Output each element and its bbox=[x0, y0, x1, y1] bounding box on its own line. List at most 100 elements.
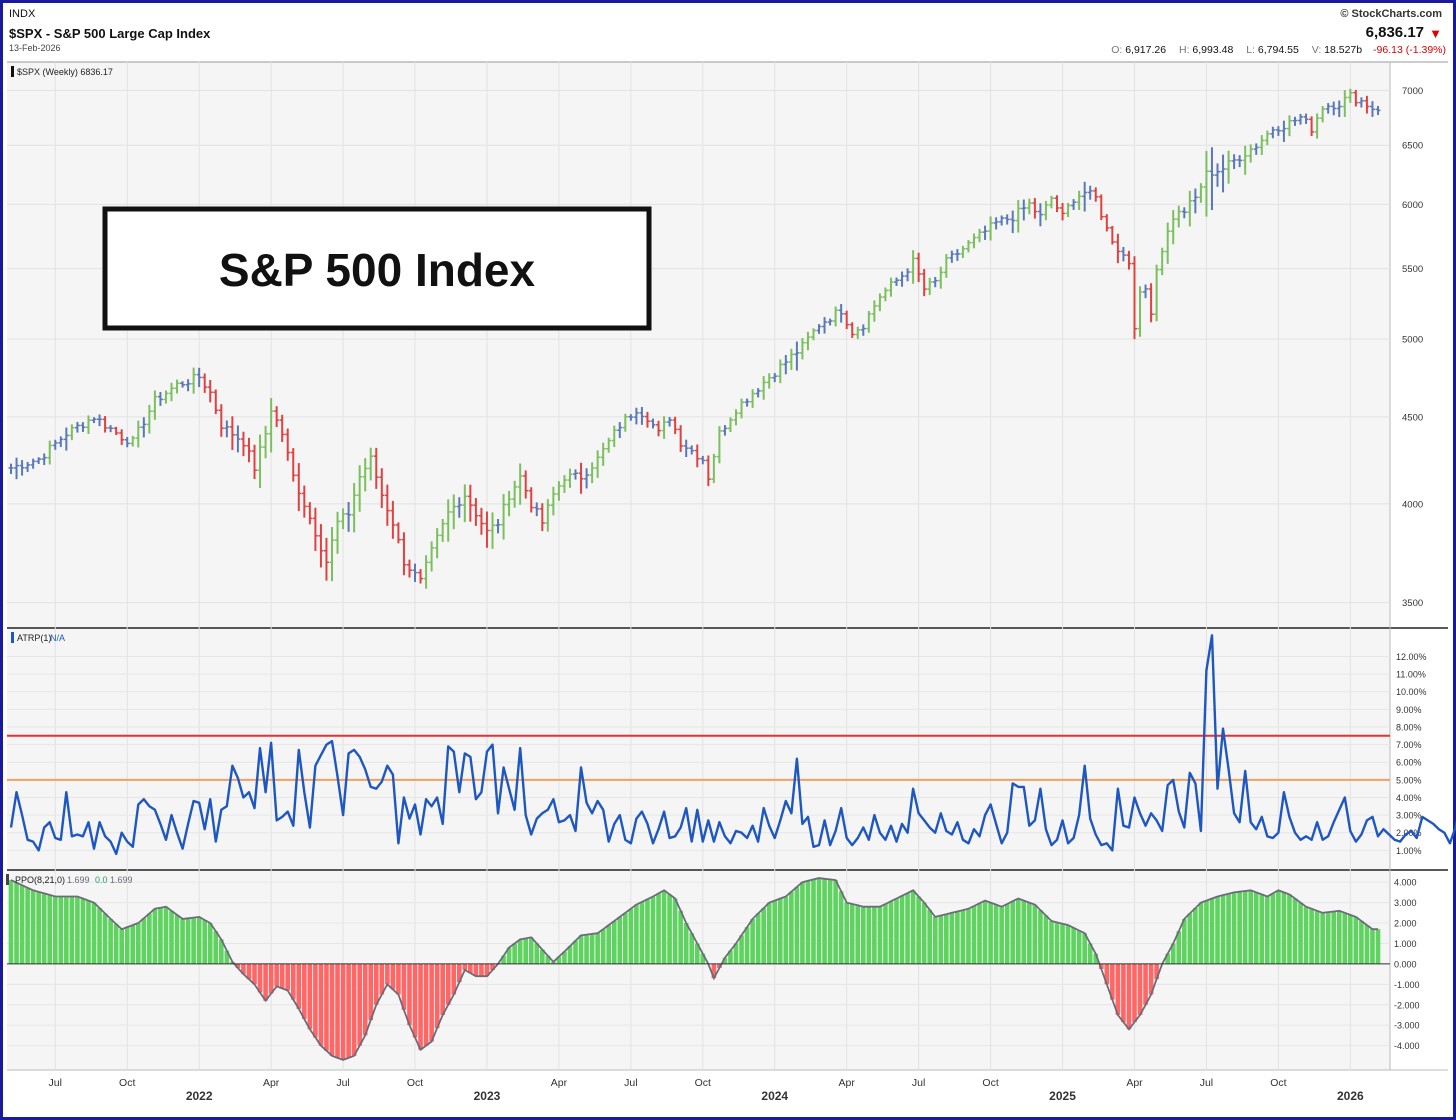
ohlc-bar bbox=[135, 420, 141, 448]
down-arrow-icon: ▼ bbox=[1429, 26, 1442, 41]
ohlc-bar bbox=[335, 511, 341, 554]
ohlc-bar bbox=[1309, 116, 1315, 137]
atrp-series-line bbox=[9, 634, 1456, 856]
ohlc-bar bbox=[489, 512, 495, 549]
ohlc-bar bbox=[1298, 113, 1304, 125]
ohlc-bar bbox=[512, 480, 518, 508]
ohlc-bar bbox=[1281, 120, 1287, 142]
ohlc-bar bbox=[1131, 256, 1137, 340]
ohlc-bar bbox=[484, 511, 490, 548]
ohlc-bar bbox=[1048, 195, 1054, 209]
ohlc-bar bbox=[894, 277, 900, 286]
ohlc-bar bbox=[445, 499, 451, 542]
ohlc-bar bbox=[700, 455, 706, 465]
ohlc-bar bbox=[1148, 283, 1154, 323]
ohlc-bar bbox=[1015, 199, 1021, 233]
ohlc-bar bbox=[235, 425, 241, 453]
ohlc-bar bbox=[550, 486, 556, 516]
ohlc-bar bbox=[1248, 144, 1254, 163]
legend-swatch bbox=[11, 632, 14, 643]
ohlc-readout: O: 6,917.26 H: 6,993.48 L: 6,794.55 V: 1… bbox=[1101, 44, 1446, 56]
price-axis-label: 6000 bbox=[1402, 200, 1423, 211]
ohlc-bar bbox=[296, 463, 302, 511]
ohlc-bar bbox=[1198, 183, 1204, 203]
ohlc-bar bbox=[960, 245, 966, 259]
ohlc-bar bbox=[849, 322, 855, 338]
x-tick-label: Oct bbox=[982, 1077, 998, 1089]
ohlc-bar bbox=[539, 503, 545, 532]
ohlc-bar bbox=[561, 475, 567, 493]
ohlc-bar bbox=[639, 406, 645, 425]
ohlc-bar bbox=[495, 519, 501, 534]
atrp-axis-label: 3.00% bbox=[1396, 811, 1422, 821]
ohlc-bar bbox=[163, 390, 169, 404]
ohlc-bar bbox=[390, 500, 396, 539]
ohlc-bar bbox=[1192, 188, 1198, 214]
ohlc-bar bbox=[1342, 90, 1348, 117]
ohlc-bar bbox=[252, 444, 258, 480]
ohlc-bar bbox=[506, 490, 512, 517]
ohlc-bar bbox=[185, 379, 191, 392]
ohlc-bar bbox=[528, 487, 534, 513]
last-price: 6,836.17 bbox=[1365, 24, 1424, 41]
ohlc-bar bbox=[794, 341, 800, 371]
ohlc-bar bbox=[1292, 116, 1298, 126]
ohlc-bar bbox=[1165, 222, 1171, 264]
ohlc-bar bbox=[766, 373, 772, 389]
ohlc-bar bbox=[285, 428, 291, 461]
ohlc-bar bbox=[1220, 154, 1226, 193]
ohlc-bar bbox=[788, 348, 794, 371]
ohlc-bar bbox=[860, 324, 866, 336]
stockcharts-logo[interactable]: © StockCharts.com bbox=[1340, 8, 1442, 20]
ohlc-bar bbox=[351, 483, 357, 533]
ohlc-bar bbox=[661, 416, 667, 439]
ohlc-bar bbox=[434, 528, 440, 559]
ohlc-bar bbox=[274, 406, 280, 428]
price-axis-label: 7000 bbox=[1402, 86, 1423, 97]
ohlc-bar bbox=[224, 420, 230, 438]
ohlc-bar bbox=[877, 293, 883, 312]
ohlc-bar bbox=[174, 379, 180, 394]
ohlc-bar bbox=[1104, 214, 1110, 232]
ohlc-bar bbox=[971, 233, 977, 249]
x-tick-label: Jul bbox=[624, 1077, 637, 1089]
ohlc-bar bbox=[1275, 126, 1281, 136]
ohlc-bar bbox=[362, 458, 368, 492]
ohlc-bar bbox=[406, 559, 412, 578]
x-tick-label: Apr bbox=[551, 1077, 568, 1089]
atrp-axis-label: 1.00% bbox=[1396, 846, 1422, 856]
ohlc-bar bbox=[683, 439, 689, 458]
ohlc-bar bbox=[805, 331, 811, 351]
ohlc-bar bbox=[373, 447, 379, 489]
ohlc-bar bbox=[977, 228, 983, 243]
ohlc-bar bbox=[644, 411, 650, 428]
ohlc-bar bbox=[1154, 264, 1160, 322]
atrp-axis-label: 7.00% bbox=[1396, 740, 1422, 750]
ohlc-bar bbox=[1231, 154, 1237, 169]
ohlc-bar bbox=[8, 463, 14, 474]
ohlc-bar bbox=[423, 555, 429, 589]
ohlc-bar bbox=[25, 461, 31, 472]
ppo-axis-label: 4.000 bbox=[1394, 878, 1417, 888]
panel-background-2 bbox=[7, 628, 1390, 870]
x-tick-label: Apr bbox=[1126, 1077, 1143, 1089]
ohlc-bar bbox=[589, 462, 595, 484]
ohlc-bar bbox=[866, 311, 872, 333]
ohlc-bar bbox=[606, 437, 612, 453]
ohlc-bar bbox=[368, 447, 374, 481]
ohlc-bar bbox=[755, 388, 761, 398]
ppo-axis-label: 0.000 bbox=[1394, 959, 1417, 969]
ohlc-bar bbox=[1109, 226, 1115, 245]
ohlc-bar bbox=[113, 426, 119, 436]
ppo-axis-label: -4.000 bbox=[1394, 1041, 1420, 1051]
ppo-legend-value: 1.699 bbox=[110, 875, 133, 885]
ohlc-bar bbox=[440, 519, 446, 542]
ohlc-bar bbox=[1264, 130, 1270, 146]
ohlc-bar bbox=[855, 326, 861, 339]
ohlc-bar bbox=[650, 418, 656, 429]
ohlc-bar bbox=[733, 409, 739, 426]
ohlc-bar bbox=[1098, 194, 1104, 221]
ohlc-bar bbox=[207, 379, 213, 403]
ohlc-bar bbox=[1286, 115, 1292, 137]
ohlc-bar bbox=[517, 463, 523, 505]
